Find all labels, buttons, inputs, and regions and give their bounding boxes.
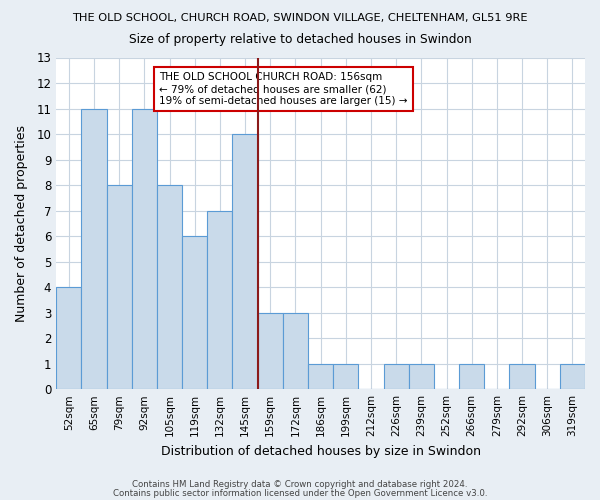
Bar [132,108,157,389]
Bar [308,364,333,389]
Text: THE OLD SCHOOL CHURCH ROAD: 156sqm
← 79% of detached houses are smaller (62)
19%: THE OLD SCHOOL CHURCH ROAD: 156sqm ← 79%… [160,72,408,106]
Bar [82,108,107,389]
Bar [232,134,257,389]
Bar [560,364,585,389]
Bar [383,364,409,389]
Text: Contains public sector information licensed under the Open Government Licence v3: Contains public sector information licen… [113,488,487,498]
Text: Contains HM Land Registry data © Crown copyright and database right 2024.: Contains HM Land Registry data © Crown c… [132,480,468,489]
Y-axis label: Number of detached properties: Number of detached properties [15,125,28,322]
Bar [157,185,182,389]
Bar [283,312,308,389]
Bar [257,312,283,389]
X-axis label: Distribution of detached houses by size in Swindon: Distribution of detached houses by size … [161,444,481,458]
Text: Size of property relative to detached houses in Swindon: Size of property relative to detached ho… [128,32,472,46]
Bar [182,236,207,389]
Bar [409,364,434,389]
Bar [207,210,232,389]
Bar [333,364,358,389]
Bar [509,364,535,389]
Bar [459,364,484,389]
Bar [107,185,132,389]
Text: THE OLD SCHOOL, CHURCH ROAD, SWINDON VILLAGE, CHELTENHAM, GL51 9RE: THE OLD SCHOOL, CHURCH ROAD, SWINDON VIL… [72,12,528,22]
Bar [56,287,82,389]
